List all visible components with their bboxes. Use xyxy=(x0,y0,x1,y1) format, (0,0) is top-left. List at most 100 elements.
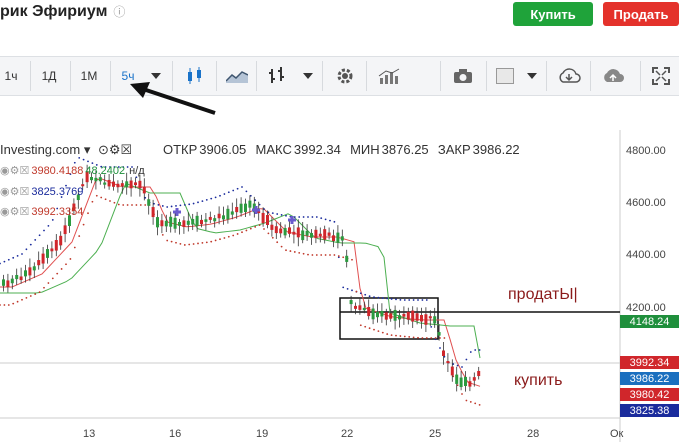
candles xyxy=(2,164,481,392)
candle-body xyxy=(81,184,85,187)
open-value: 3906.05 xyxy=(199,142,247,157)
ohlc-readout: ОТКР 3906.05 МАКС 3992.34 МИН 3876.25 ЗАКР 3… xyxy=(163,142,522,157)
indicator-toggle-icons[interactable]: ◉⚙☒ xyxy=(0,206,30,218)
sar-dot xyxy=(25,248,28,251)
fullscreen-icon[interactable] xyxy=(640,61,679,91)
sar-dot xyxy=(122,204,125,206)
sar-dot xyxy=(439,337,441,339)
timeframe-1m[interactable]: 1М xyxy=(70,61,107,91)
sar-dot xyxy=(245,229,248,232)
camera-icon[interactable] xyxy=(440,61,485,91)
sar-dot xyxy=(197,242,199,245)
candle-body xyxy=(226,208,230,220)
candle-body xyxy=(384,312,388,320)
candle-body xyxy=(138,180,142,189)
buy-button[interactable]: Купить xyxy=(513,2,593,26)
dropdown-caret-icon[interactable]: ▾ xyxy=(80,142,91,157)
sar-dot xyxy=(267,211,270,214)
candle-body xyxy=(94,177,98,182)
fractal-mark xyxy=(288,216,296,224)
sar-dot xyxy=(3,304,6,306)
candlestick-icon[interactable] xyxy=(172,61,217,91)
indicator-toggle-icons[interactable]: ◉⚙☒ xyxy=(0,165,30,177)
dropdown-caret-icon[interactable] xyxy=(146,61,166,91)
sar-dot xyxy=(249,227,252,230)
sar-dot xyxy=(364,293,367,296)
sar-dot xyxy=(381,297,384,299)
sar-dot xyxy=(205,241,208,244)
price-chart[interactable] xyxy=(0,130,679,442)
sar-dot xyxy=(430,325,433,328)
sar-dot xyxy=(87,160,89,163)
sar-dot xyxy=(82,158,85,161)
candle-body xyxy=(433,316,437,324)
sar-dot xyxy=(351,258,353,261)
dropdown-caret-icon[interactable] xyxy=(522,61,542,91)
timeframe-1h[interactable]: 1ч xyxy=(4,69,18,83)
candle-body xyxy=(380,310,384,317)
sar-dot xyxy=(324,218,327,221)
sar-dot xyxy=(227,235,230,238)
sar-dot xyxy=(219,194,221,197)
candle-body xyxy=(178,221,181,226)
sar-dot xyxy=(223,193,226,195)
sar-dot xyxy=(474,349,477,351)
sar-dot xyxy=(73,246,76,249)
sar-dot xyxy=(373,328,375,331)
candle-body xyxy=(336,232,340,243)
sar-dot xyxy=(91,162,94,165)
candle-body xyxy=(46,249,49,258)
sar-dot xyxy=(219,238,221,241)
sar-dot xyxy=(412,336,415,339)
indicator-row[interactable]: ◉⚙☒ 3992.3354 xyxy=(0,205,83,219)
candle-body xyxy=(349,300,353,305)
sar-dot xyxy=(197,201,199,204)
gear-icon[interactable] xyxy=(322,61,367,91)
candle-body xyxy=(235,206,239,213)
low-label: МИН xyxy=(350,142,380,157)
settings-icon[interactable]: ⚙ xyxy=(108,142,121,157)
sar-dot xyxy=(113,166,116,168)
sar-dot xyxy=(47,282,50,284)
candle-body xyxy=(32,266,36,271)
color-square-icon[interactable] xyxy=(486,61,523,91)
candle-body xyxy=(477,370,481,377)
cloud-download-icon[interactable] xyxy=(546,61,591,91)
sell-button[interactable]: Продать xyxy=(603,2,679,26)
sar-dot xyxy=(465,399,468,402)
info-circle-icon[interactable]: ⓘ xyxy=(113,5,126,19)
sar-dot xyxy=(109,166,111,168)
sar-dot xyxy=(104,198,107,201)
sar-dot xyxy=(7,304,10,306)
indicators-icon[interactable] xyxy=(366,61,411,91)
sar-dot xyxy=(144,196,147,199)
sar-dot xyxy=(34,239,37,241)
price-label-green: 4148.24 xyxy=(620,315,679,328)
sar-dot xyxy=(139,204,142,206)
area-chart-icon[interactable] xyxy=(216,61,257,91)
candle-body xyxy=(371,308,375,320)
sar-dot xyxy=(364,325,367,328)
title-text: рик Эфириум xyxy=(0,3,108,20)
timeframe-1d[interactable]: 1Д xyxy=(30,61,67,91)
indicator-toggle-icons[interactable]: ◉⚙☒ xyxy=(0,186,30,198)
indicator-row[interactable]: ◉⚙☒ 3825.3769 xyxy=(0,185,83,199)
sar-dot xyxy=(280,214,283,216)
close-icon[interactable]: ☒ xyxy=(120,142,133,157)
sar-dot xyxy=(69,173,72,176)
eye-icon[interactable]: ⊙ xyxy=(97,142,109,157)
candle-body xyxy=(147,199,151,206)
candle-body xyxy=(362,307,366,311)
sar-dot xyxy=(192,202,195,205)
indicator-row[interactable]: ◉⚙☒ 3980.4188 48.2402 н/д xyxy=(0,164,145,178)
sar-dot xyxy=(223,237,226,239)
candle-body xyxy=(292,231,296,235)
candle-body xyxy=(332,235,335,242)
dropdown-caret-icon[interactable] xyxy=(298,61,318,91)
candle-body xyxy=(68,215,71,226)
bar-chart-icon[interactable] xyxy=(256,61,297,91)
timeframe-5h[interactable]: 5ч xyxy=(110,61,145,91)
sar-dot xyxy=(73,161,76,164)
sar-dot xyxy=(100,165,103,168)
cloud-upload-icon[interactable] xyxy=(590,61,635,91)
